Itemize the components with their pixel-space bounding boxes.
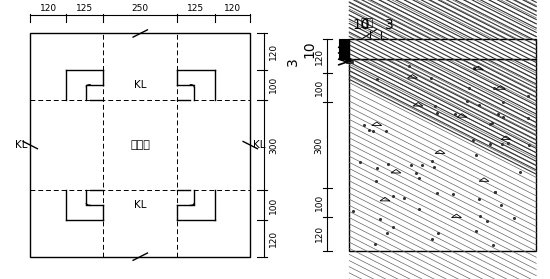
Point <box>384 161 393 166</box>
Text: 300: 300 <box>315 136 323 154</box>
Point <box>499 100 508 105</box>
Point <box>430 165 438 169</box>
Point <box>371 179 380 184</box>
Point <box>488 121 497 126</box>
Point <box>389 194 398 199</box>
Bar <box>345 58 350 61</box>
Point <box>415 207 424 211</box>
Text: 100: 100 <box>270 76 278 93</box>
Point <box>432 111 441 115</box>
Text: 100: 100 <box>315 79 323 97</box>
Text: 120: 120 <box>40 4 57 13</box>
Bar <box>349 39 536 59</box>
Point <box>407 163 416 168</box>
Text: 100: 100 <box>270 197 278 214</box>
Text: 125: 125 <box>188 4 205 13</box>
Text: 柱顶面: 柱顶面 <box>130 140 150 150</box>
Text: 120: 120 <box>224 4 241 13</box>
Point <box>516 170 525 175</box>
Point <box>427 158 436 163</box>
Point <box>431 104 439 109</box>
Point <box>499 115 508 120</box>
Point <box>412 171 421 175</box>
Point <box>483 219 492 223</box>
Point <box>497 203 506 208</box>
Point <box>476 214 485 218</box>
Text: 125: 125 <box>76 4 93 13</box>
Point <box>486 142 494 146</box>
Text: KL: KL <box>15 140 28 150</box>
Bar <box>339 39 349 59</box>
Point <box>349 209 358 214</box>
Point <box>389 225 398 230</box>
Text: 120: 120 <box>270 230 278 247</box>
Point <box>428 236 437 241</box>
Text: 100: 100 <box>315 194 323 211</box>
Point <box>485 122 494 126</box>
Point <box>471 229 480 234</box>
Point <box>462 99 471 104</box>
Text: 10: 10 <box>302 40 316 58</box>
Point <box>494 112 503 116</box>
Point <box>510 216 519 220</box>
Text: 120: 120 <box>315 48 323 65</box>
Point <box>491 190 499 194</box>
Point <box>523 116 532 120</box>
Point <box>404 64 413 69</box>
Point <box>427 76 436 80</box>
Point <box>469 66 478 70</box>
Text: 10: 10 <box>352 18 370 32</box>
Text: 3: 3 <box>385 18 394 32</box>
Point <box>489 243 498 248</box>
Point <box>503 141 512 145</box>
Bar <box>349 59 536 251</box>
Point <box>359 122 368 127</box>
Point <box>365 128 373 132</box>
Text: 120: 120 <box>270 43 278 60</box>
Text: KL: KL <box>134 200 146 210</box>
Point <box>373 77 382 81</box>
Point <box>355 160 364 165</box>
Point <box>371 242 380 246</box>
Point <box>475 197 483 202</box>
Text: 120: 120 <box>315 225 323 242</box>
Text: 3: 3 <box>285 58 300 66</box>
Point <box>433 191 442 195</box>
Text: KL: KL <box>253 140 266 150</box>
Text: 电焊: 电焊 <box>361 18 374 28</box>
Point <box>373 166 382 170</box>
Point <box>434 231 443 235</box>
Point <box>524 93 532 98</box>
Bar <box>30 33 250 257</box>
Point <box>448 192 457 196</box>
Point <box>498 142 507 146</box>
Point <box>451 111 460 116</box>
Point <box>471 153 480 157</box>
Text: 300: 300 <box>270 136 278 154</box>
Point <box>490 85 498 90</box>
Point <box>418 162 427 167</box>
Point <box>376 217 384 222</box>
Point <box>415 175 424 180</box>
Point <box>490 190 499 194</box>
Point <box>368 129 377 133</box>
Text: 250: 250 <box>131 4 149 13</box>
Point <box>525 143 533 147</box>
Point <box>400 196 409 200</box>
Point <box>468 138 477 142</box>
Point <box>382 128 391 133</box>
Point <box>474 103 483 107</box>
Text: KL: KL <box>134 80 146 90</box>
Point <box>383 230 392 235</box>
Point <box>464 86 473 91</box>
